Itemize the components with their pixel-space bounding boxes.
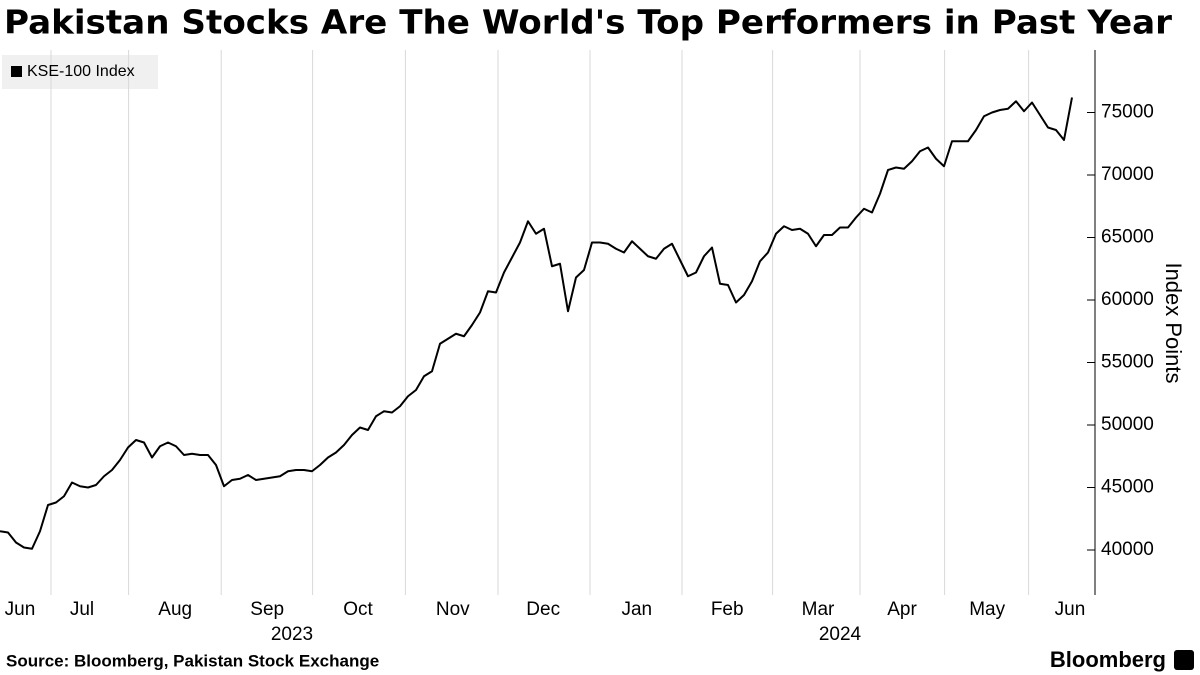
x-tick-label: Nov (436, 599, 470, 620)
y-tick-label: 50000 (1101, 414, 1154, 435)
x-tick-label: Apr (887, 599, 917, 620)
y-tick-label: 40000 (1101, 539, 1154, 560)
year-label: 2024 (819, 624, 862, 645)
x-tick-label: Mar (802, 599, 835, 620)
chart-title: Pakistan Stocks Are The World's Top Perf… (4, 3, 1173, 42)
x-tick-label: Jul (70, 599, 94, 620)
y-tick-label: 75000 (1101, 102, 1154, 123)
y-tick-label: 65000 (1101, 227, 1154, 248)
x-tick-label: Dec (526, 599, 560, 620)
y-tick-label: 60000 (1101, 289, 1154, 310)
x-tick-label: Jan (621, 599, 652, 620)
x-tick-label: Feb (711, 599, 744, 620)
y-axis-label: Index Points (1161, 262, 1186, 383)
x-tick-label: Sep (250, 599, 284, 620)
legend-swatch (11, 66, 22, 77)
x-tick-label: Jun (5, 599, 36, 620)
y-tick-label: 55000 (1101, 352, 1154, 373)
legend-box (2, 55, 158, 89)
y-tick-label: 45000 (1101, 477, 1154, 498)
legend-label: KSE-100 Index (27, 63, 135, 80)
brand: Bloomberg (1050, 647, 1166, 672)
x-tick-label: May (969, 599, 1005, 620)
year-label: 2023 (271, 624, 313, 645)
x-tick-label: Oct (343, 599, 373, 620)
x-tick-label: Aug (158, 599, 192, 620)
brand-icon (1174, 650, 1194, 670)
x-tick-label: Jun (1055, 599, 1086, 620)
source: Source: Bloomberg, Pakistan Stock Exchan… (6, 651, 379, 670)
y-tick-label: 70000 (1101, 164, 1154, 185)
line (0, 97, 1073, 550)
